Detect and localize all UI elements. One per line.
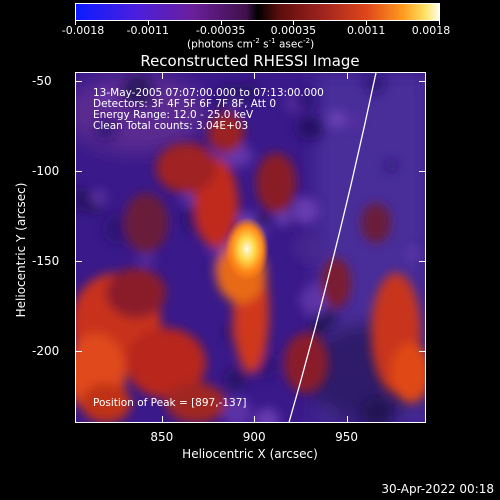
background-speckle xyxy=(384,159,397,172)
background-speckle xyxy=(90,189,107,207)
emission-blob xyxy=(256,153,296,213)
annotation-energy-range: Energy Range: 12.0 - 25.0 keV xyxy=(93,109,254,121)
generation-timestamp: 30-Apr-2022 00:18 xyxy=(381,482,494,496)
background-speckle xyxy=(222,397,252,422)
image-plot-area: 13-May-2005 07:07:00.000 to 07:13:00.000… xyxy=(75,72,426,423)
x-axis-label: Heliocentric X (arcsec) xyxy=(182,447,318,461)
emission-blob xyxy=(208,113,244,153)
x-tick-mark xyxy=(254,72,256,79)
y-tick-mark xyxy=(419,261,426,262)
y-tick-mark xyxy=(75,81,82,82)
rhessi-image-heatmap xyxy=(76,73,425,422)
colorbar-tick xyxy=(439,21,440,25)
annotation-time-range: 13-May-2005 07:07:00.000 to 07:13:00.000 xyxy=(93,87,324,99)
background-speckle xyxy=(95,119,117,142)
peak-emission xyxy=(225,217,269,281)
background-speckle xyxy=(240,82,259,101)
colorbar-tick-label: 0.0011 xyxy=(346,24,386,37)
colorbar-tick-label: -0.00035 xyxy=(195,24,246,37)
x-tick-mark xyxy=(346,416,348,423)
emission-blob xyxy=(156,143,216,193)
colorbar xyxy=(75,3,440,21)
emission-blob xyxy=(391,343,425,403)
background-speckle xyxy=(291,196,319,224)
colorbar-tick-label: -0.0011 xyxy=(126,24,170,37)
y-tick-mark xyxy=(75,351,82,352)
plot-title: Reconstructed RHESSI Image xyxy=(140,52,360,70)
y-tick-mark xyxy=(75,171,82,172)
background-speckle xyxy=(293,233,324,264)
y-tick-label: -200 xyxy=(32,344,60,358)
y-tick-mark xyxy=(419,171,426,172)
colorbar-tick-label: -0.0018 xyxy=(61,24,105,37)
background-speckle xyxy=(97,89,113,105)
heatmap-emission-blobs xyxy=(76,73,425,422)
background-speckle xyxy=(76,187,91,212)
emission-blob xyxy=(81,383,131,422)
emission-blob xyxy=(124,193,168,253)
background-speckle xyxy=(300,116,324,141)
x-tick-mark xyxy=(161,72,163,79)
colorbar-tick-label: 0.0018 xyxy=(411,24,451,37)
x-tick-label: 950 xyxy=(335,430,359,444)
background-speckle xyxy=(406,247,420,260)
colorbar-tick-label: 0.00035 xyxy=(270,24,317,37)
y-tick-label: -50 xyxy=(32,74,52,88)
y-axis-label: Heliocentric Y (arcsec) xyxy=(14,182,28,318)
x-tick-mark xyxy=(161,416,163,423)
x-tick-mark xyxy=(346,72,348,79)
background-speckle xyxy=(254,408,280,422)
background-speckle xyxy=(295,88,318,111)
background-speckle xyxy=(224,367,249,392)
background-speckle xyxy=(363,73,387,95)
colorbar-tick xyxy=(147,21,149,25)
background-speckle xyxy=(328,110,346,128)
annotation-clean-counts: Clean Total counts: 3.04E+03 xyxy=(93,120,249,132)
solar-limb-line xyxy=(288,73,377,422)
y-tick-label: -150 xyxy=(32,254,60,268)
annotation-detectors: Detectors: 3F 4F 5F 6F 7F 8F, Att 0 xyxy=(93,98,277,110)
y-tick-mark xyxy=(75,261,82,262)
background-speckle xyxy=(274,208,292,226)
y-tick-mark xyxy=(419,81,426,82)
background-speckle xyxy=(227,98,241,112)
emission-blob xyxy=(106,268,166,318)
y-tick-label: -100 xyxy=(32,164,60,178)
emission-blob xyxy=(361,203,391,243)
x-tick-label: 850 xyxy=(150,430,174,444)
annotation-peak-position: Position of Peak = [897,-137] xyxy=(93,397,247,409)
background-speckle xyxy=(122,75,154,106)
emission-blob xyxy=(126,328,206,398)
colorbar-tick xyxy=(366,21,368,25)
background-speckle xyxy=(362,397,393,422)
background-speckle xyxy=(137,249,156,268)
emission-blob xyxy=(321,258,351,308)
x-tick-mark xyxy=(254,416,256,423)
colorbar-units: (photons cm-2 s-1 asec-2) xyxy=(187,37,315,51)
x-tick-label: 900 xyxy=(242,430,266,444)
colorbar-tick xyxy=(293,21,295,25)
y-tick-mark xyxy=(419,351,426,352)
colorbar-tick xyxy=(220,21,222,25)
colorbar-tick xyxy=(75,21,76,25)
emission-blob xyxy=(166,383,226,422)
background-speckle xyxy=(345,113,362,129)
